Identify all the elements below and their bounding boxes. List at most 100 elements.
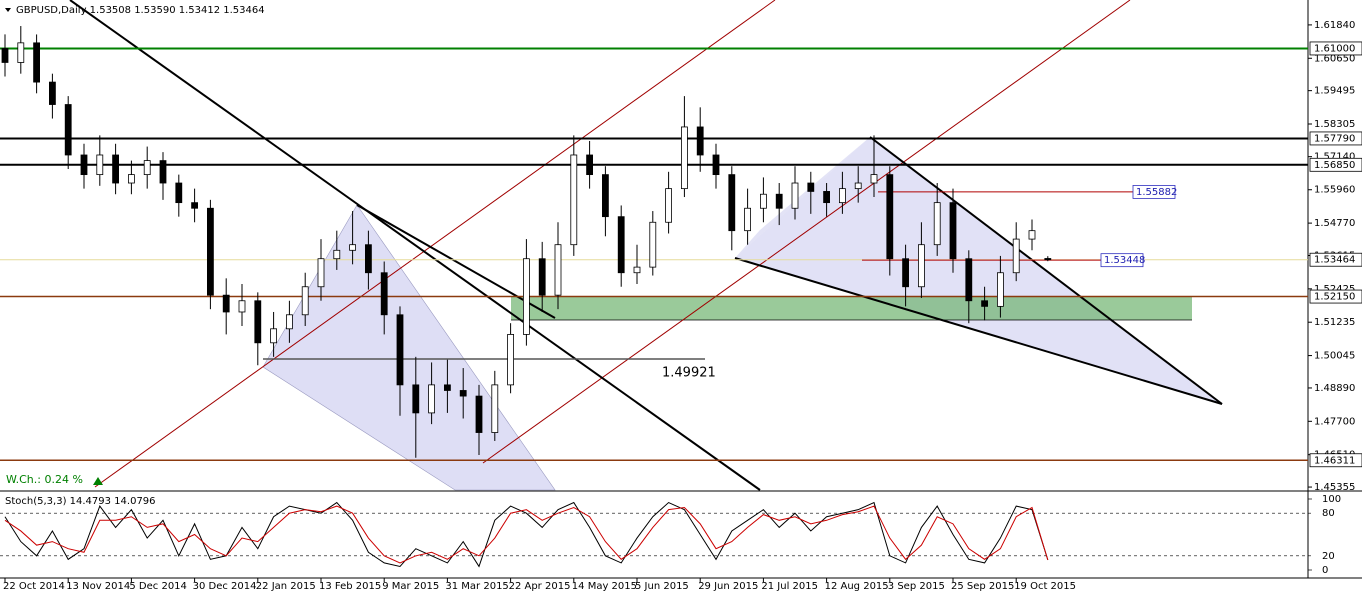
y-tick-label: 1.51235 [1314,317,1355,328]
candle-body [633,266,641,274]
candle-body [570,154,578,246]
candle-body [886,174,894,260]
candle-body [981,300,988,307]
candle-body [997,272,1004,307]
candle-body [744,207,751,232]
y-tick-label: 1.52425 [1314,284,1355,295]
candle-body [238,300,246,313]
note-arrow [93,477,103,485]
candle-body [507,334,515,386]
x-tick-label: 12 Aug 2015 [825,581,889,592]
level-label: 1.57790 [1314,133,1355,144]
x-tick-label: 21 Jul 2015 [761,581,818,592]
candle-body [823,191,830,204]
level-label-box [1309,131,1362,146]
x-tick-label: 29 Jun 2015 [698,581,758,592]
x-tick-label: 30 Dec 2014 [193,581,257,592]
shaded-wedge [735,137,1222,404]
y-tick-label: 100 [1322,494,1341,505]
level-label-box [1309,453,1362,468]
candle-body [270,328,278,344]
candle-body [1,48,9,63]
candle-body [918,244,925,288]
channel-line [482,0,1131,464]
candle-body [349,244,357,251]
indicator-title: Stoch(5,3,3) 14.4793 14.0796 [5,496,156,507]
candle-body [839,188,846,204]
candle-body [175,182,183,204]
y-tick-label: 1.50045 [1314,351,1355,362]
trend-line [869,136,1223,405]
y-tick-label: 1.59495 [1314,86,1355,97]
x-tick-label: 3 Sep 2015 [888,581,945,592]
candle-body [33,42,40,83]
level-label: 1.52150 [1314,292,1355,303]
candle-body [807,182,815,192]
candle-body [712,154,720,176]
y-tick-label: 1.48890 [1314,383,1355,394]
candle-body [649,221,657,268]
candle-body [443,384,451,391]
candle-body [791,182,799,209]
candle-body [523,258,530,335]
annotation-label: 1.53448 [1104,255,1145,266]
x-tick-label: 22 Jan 2015 [256,581,316,592]
y-tick-label: 0 [1322,565,1328,576]
stoch-line [4,505,1049,564]
level-label: 1.56850 [1314,160,1355,171]
candle-body [870,174,878,184]
y-tick-label: 1.55960 [1314,185,1355,196]
level-label-box [1309,157,1362,172]
trend-line [356,204,556,319]
x-tick-label: 22 Oct 2014 [3,581,65,592]
candle-body [854,182,862,190]
candle-body [380,272,388,316]
x-tick-label: 5 Dec 2014 [129,581,187,592]
menu-arrow [5,8,11,12]
candle-body [396,314,404,386]
candle-body [285,314,293,330]
y-tick-label: 80 [1322,508,1335,519]
candle-body [364,244,372,274]
candle-body [538,258,546,296]
level-label: 1.46311 [1314,455,1355,466]
candle-body [617,216,625,274]
candle-body [159,160,167,184]
x-tick-label: 19 Oct 2015 [1014,581,1076,592]
candle-body [586,154,593,176]
annotation-label: 1.55882 [1136,187,1177,198]
candle-body [206,207,214,296]
x-tick-label: 31 Mar 2015 [445,581,508,592]
candle-body [112,154,119,184]
y-tick-label: 1.47700 [1314,416,1355,427]
x-tick-label: 22 Apr 2015 [509,581,571,592]
y-tick-label: 1.57140 [1314,152,1355,163]
y-tick-label: 1.45355 [1314,482,1355,493]
candle-body [17,42,25,63]
y-tick-label: 1.61840 [1314,20,1355,31]
level-label: 1.61000 [1314,43,1355,54]
chart-title: GBPUSD,Daily 1.53508 1.53590 1.53412 1.5… [16,5,265,16]
level-label: 1.53464 [1314,255,1355,266]
level-label-box [1309,41,1362,56]
level-label-box [1309,252,1362,267]
x-tick-label: 5 Jun 2015 [635,581,689,592]
x-tick-label: 14 May 2015 [572,581,637,592]
candle-body [665,188,672,223]
candle-body [64,104,72,156]
candle-body [317,258,325,288]
candle-body [696,126,704,156]
note: W.Ch.: 0.24 % [6,473,83,486]
candle-body [412,384,420,414]
y-tick-label: 20 [1322,551,1335,562]
x-tick-label: 9 Mar 2015 [382,581,439,592]
candle-body [1044,258,1052,261]
x-tick-label: 25 Sep 2015 [951,581,1014,592]
shaded-wedge-top [735,137,870,258]
candle-body [143,160,151,176]
candle-body [554,244,562,296]
stoch-line [4,501,1049,568]
candle-body [49,81,56,105]
candle-body [191,202,199,209]
